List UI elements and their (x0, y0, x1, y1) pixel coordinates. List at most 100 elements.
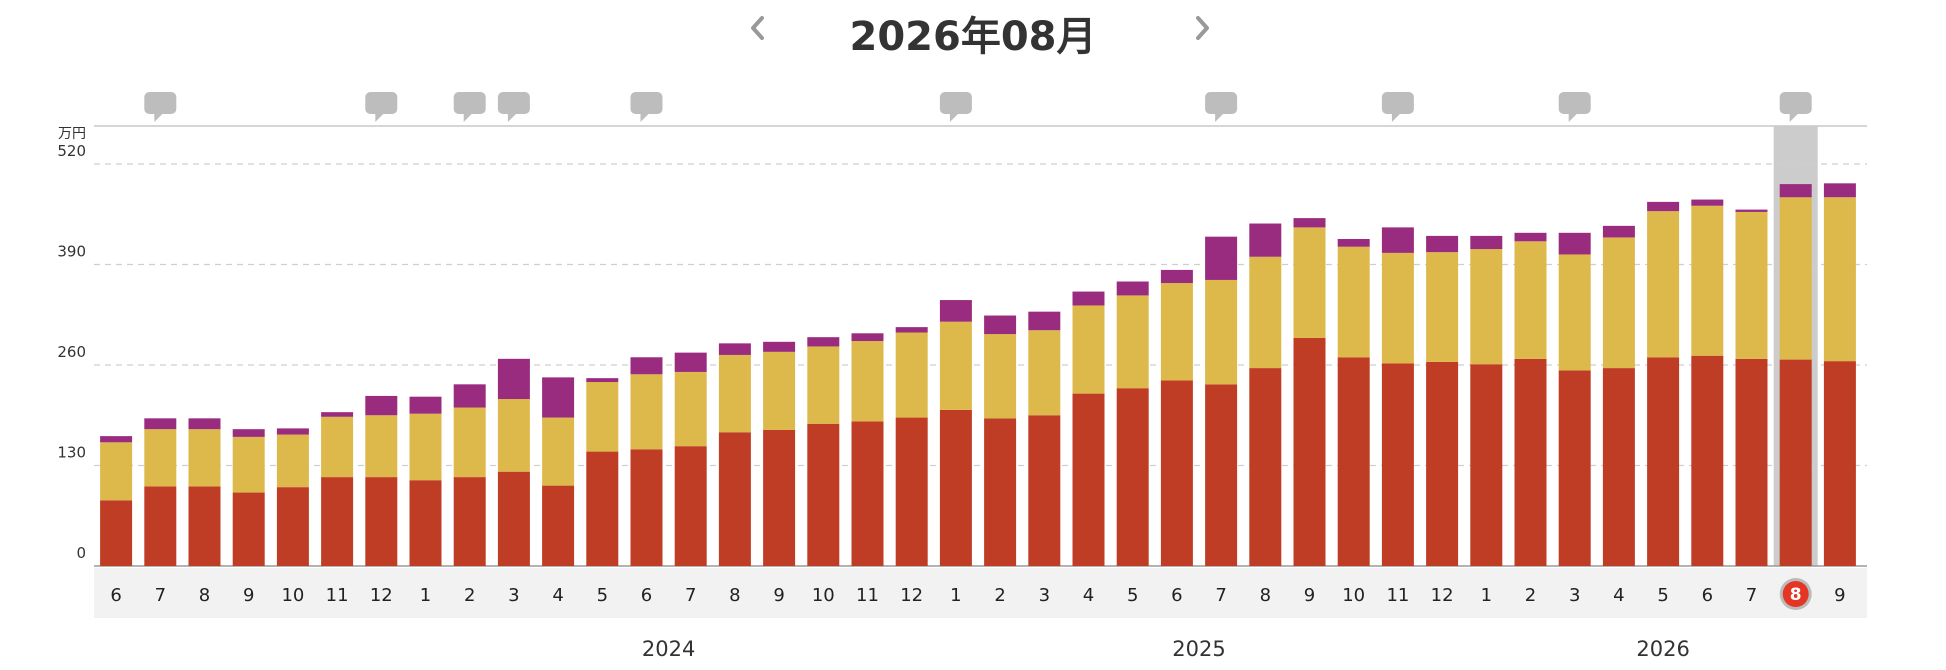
bar-segment-top[interactable] (1602, 225, 1635, 238)
bar-segment-top[interactable] (674, 352, 707, 372)
bar-segment-bottom[interactable] (807, 423, 840, 566)
x-tick-label[interactable]: 7 (1746, 585, 1757, 606)
bar-group[interactable] (939, 300, 972, 566)
bar-segment-middle[interactable] (188, 429, 221, 487)
bar-group[interactable] (1337, 238, 1370, 566)
bar-group[interactable] (1823, 183, 1856, 566)
bar-group[interactable] (1160, 269, 1193, 566)
comment-icon-tail[interactable] (1789, 113, 1799, 122)
bar-segment-middle[interactable] (1514, 241, 1547, 359)
bar-segment-middle[interactable] (144, 429, 177, 487)
bar-segment-top[interactable] (807, 337, 840, 347)
bar-segment-middle[interactable] (409, 413, 442, 481)
bar-group[interactable] (1647, 201, 1680, 566)
bar-segment-middle[interactable] (1823, 197, 1856, 362)
x-tick-label[interactable]: 1 (950, 585, 961, 606)
bar-segment-bottom[interactable] (1426, 361, 1459, 566)
bar-segment-middle[interactable] (630, 374, 663, 450)
bar-segment-middle[interactable] (365, 415, 398, 478)
comment-icon-tail[interactable] (1391, 113, 1401, 122)
bar-segment-middle[interactable] (1160, 283, 1193, 381)
comment-icon-body[interactable] (1205, 92, 1238, 114)
bar-group[interactable] (807, 337, 840, 566)
bar-group[interactable] (365, 395, 398, 566)
bar-segment-bottom[interactable] (1293, 337, 1326, 566)
bar-segment-middle[interactable] (232, 436, 265, 493)
x-tick-label[interactable]: 3 (508, 585, 519, 606)
comment-icon[interactable] (1205, 92, 1238, 122)
bar-segment-top[interactable] (586, 378, 619, 383)
bar-segment-middle[interactable] (1470, 249, 1503, 365)
bar-segment-middle[interactable] (851, 341, 884, 422)
bar-group[interactable] (1514, 232, 1547, 566)
bar-segment-bottom[interactable] (674, 446, 707, 566)
comment-icon[interactable] (497, 92, 530, 122)
comment-icon[interactable] (1558, 92, 1591, 122)
x-tick-label[interactable]: 4 (1083, 585, 1094, 606)
bar-group[interactable] (1426, 235, 1459, 566)
bar-segment-middle[interactable] (100, 442, 133, 501)
x-tick-label[interactable]: 8 (199, 585, 210, 606)
bar-segment-bottom[interactable] (895, 417, 928, 566)
bar-segment-bottom[interactable] (453, 477, 486, 566)
comment-icon-body[interactable] (497, 92, 530, 114)
bar-segment-bottom[interactable] (188, 486, 221, 566)
bar-segment-top[interactable] (1205, 236, 1238, 280)
bar-segment-top[interactable] (1558, 232, 1591, 255)
bar-segment-top[interactable] (1779, 184, 1812, 198)
bar-segment-top[interactable] (939, 300, 972, 322)
bar-segment-middle[interactable] (1116, 295, 1149, 389)
comment-icon[interactable] (453, 92, 486, 122)
bar-group[interactable] (1116, 281, 1149, 566)
bar-group[interactable] (1028, 311, 1061, 566)
bar-segment-middle[interactable] (984, 334, 1017, 419)
bar-segment-bottom[interactable] (542, 485, 575, 566)
bar-segment-bottom[interactable] (497, 471, 530, 566)
bar-segment-bottom[interactable] (100, 500, 133, 566)
bar-segment-middle[interactable] (542, 417, 575, 486)
bar-segment-middle[interactable] (1602, 237, 1635, 369)
bar-group[interactable] (1779, 184, 1812, 566)
bar-group[interactable] (895, 327, 928, 566)
x-tick-label[interactable]: 6 (110, 585, 121, 606)
bar-segment-bottom[interactable] (321, 477, 354, 566)
bar-segment-bottom[interactable] (1691, 355, 1724, 566)
bar-segment-middle[interactable] (763, 351, 796, 430)
x-tick-label[interactable]: 5 (1657, 585, 1668, 606)
comment-icon-body[interactable] (144, 92, 177, 114)
bar-segment-middle[interactable] (1558, 254, 1591, 371)
bar-segment-middle[interactable] (453, 407, 486, 478)
bar-group[interactable] (100, 436, 133, 566)
x-tick-label[interactable]: 5 (597, 585, 608, 606)
bar-group[interactable] (188, 418, 221, 566)
bar-segment-top[interactable] (1691, 199, 1724, 206)
bar-group[interactable] (144, 418, 177, 566)
bar-segment-bottom[interactable] (409, 480, 442, 566)
bar-segment-bottom[interactable] (718, 432, 751, 566)
bar-group[interactable] (542, 377, 575, 566)
bar-group[interactable] (1205, 236, 1238, 566)
bar-segment-bottom[interactable] (1249, 368, 1282, 566)
bar-group[interactable] (1691, 199, 1724, 566)
bar-segment-top[interactable] (1647, 201, 1680, 212)
x-tick-label[interactable]: 3 (1569, 585, 1580, 606)
comment-icon-tail[interactable] (1568, 113, 1578, 122)
bar-segment-middle[interactable] (1779, 197, 1812, 360)
bar-group[interactable] (763, 341, 796, 566)
comment-icon-body[interactable] (630, 92, 663, 114)
comment-icon-body[interactable] (1381, 92, 1414, 114)
comment-icon-body[interactable] (1779, 92, 1812, 114)
bar-segment-middle[interactable] (497, 399, 530, 472)
bar-segment-top[interactable] (1381, 227, 1414, 253)
bar-segment-middle[interactable] (321, 416, 354, 478)
bar-group[interactable] (1293, 218, 1326, 566)
bar-segment-top[interactable] (1072, 291, 1105, 306)
bar-segment-top[interactable] (1116, 281, 1149, 296)
bar-segment-bottom[interactable] (1470, 364, 1503, 566)
bar-group[interactable] (453, 384, 486, 566)
bar-segment-middle[interactable] (1337, 246, 1370, 358)
bar-group[interactable] (1072, 291, 1105, 566)
x-tick-label[interactable]: 10 (1342, 585, 1365, 606)
bar-segment-top[interactable] (895, 327, 928, 333)
bar-segment-middle[interactable] (718, 354, 751, 433)
